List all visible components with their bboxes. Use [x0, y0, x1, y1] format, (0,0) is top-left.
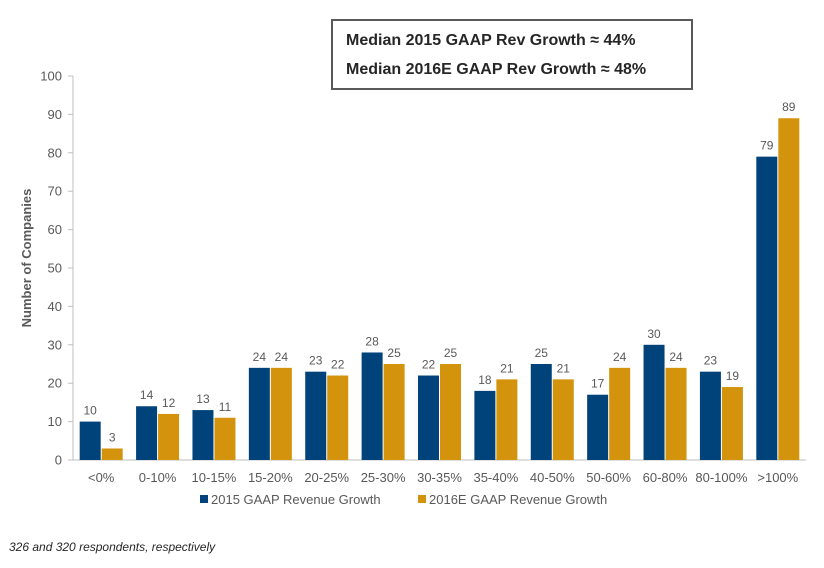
x-tick-label: 30-35%	[417, 470, 462, 485]
data-label: 79	[760, 139, 774, 153]
y-tick-label: 10	[48, 414, 62, 429]
y-tick-label: 60	[48, 222, 62, 237]
bar-2015	[361, 352, 383, 460]
bar-2016e	[270, 367, 292, 460]
footnote: 326 and 320 respondents, respectively	[9, 540, 216, 554]
bar-2015	[587, 394, 609, 460]
bar-2016e	[327, 375, 349, 460]
data-label: 30	[647, 327, 661, 341]
median-annotation-box: Median 2015 GAAP Rev Growth ≈ 44% Median…	[331, 19, 693, 90]
data-label: 24	[613, 350, 627, 364]
y-tick-label: 80	[48, 145, 62, 160]
data-label: 11	[219, 400, 232, 414]
data-label: 13	[196, 392, 210, 406]
y-tick-label: 100	[40, 69, 62, 84]
bar-2016e	[214, 417, 236, 460]
x-tick-label: 10-15%	[192, 470, 237, 485]
bar-2016e	[440, 364, 461, 460]
legend-swatch-2016e	[418, 495, 426, 503]
bar-2015	[79, 421, 101, 460]
bar-2015	[699, 371, 721, 460]
bar-2016e	[609, 367, 631, 460]
data-label: 25	[444, 346, 458, 360]
data-label: 3	[109, 430, 116, 444]
data-label: 24	[669, 350, 683, 364]
data-label: 23	[704, 354, 718, 368]
bar-2015	[756, 156, 778, 460]
bar-2015	[192, 410, 214, 460]
y-axis-title: Number of Companies	[19, 189, 34, 328]
data-label: 10	[84, 404, 98, 418]
bar-2016e	[101, 448, 123, 460]
data-label: 12	[162, 396, 176, 410]
median-2015-label: Median 2015 GAAP Rev Growth ≈ 44%	[346, 32, 636, 49]
data-label: 21	[557, 361, 571, 375]
data-label: 23	[309, 354, 323, 368]
y-tick-label: 50	[48, 261, 62, 276]
data-label: 22	[422, 358, 436, 372]
bar-2016e	[721, 387, 743, 460]
y-tick-label: 30	[48, 337, 62, 352]
bar-2015	[418, 375, 439, 460]
data-label: 28	[365, 334, 379, 348]
y-tick-label: 0	[55, 453, 62, 468]
bar-2016e	[158, 413, 180, 460]
bar-2016e	[665, 367, 687, 460]
data-label: 21	[500, 361, 514, 375]
data-label: 22	[331, 358, 345, 372]
bar-2016e	[383, 364, 405, 460]
x-tick-label: 60-80%	[643, 470, 688, 485]
bar-2015	[305, 371, 327, 460]
y-tick-label: 70	[48, 184, 62, 199]
x-tick-label: 20-25%	[304, 470, 349, 485]
x-tick-label: 80-100%	[695, 470, 747, 485]
median-2016-label: Median 2016E GAAP Rev Growth ≈ 48%	[346, 61, 647, 78]
bar-2016e	[552, 379, 574, 460]
x-tick-label: 25-30%	[361, 470, 406, 485]
data-label: 19	[726, 369, 740, 383]
bar-2015	[643, 344, 665, 460]
y-tick-label: 40	[48, 299, 62, 314]
data-label: 89	[782, 100, 796, 114]
data-label: 25	[387, 346, 401, 360]
data-label: 24	[275, 350, 289, 364]
legend-swatch-2015	[200, 495, 208, 503]
bar-2016e	[496, 379, 518, 460]
y-tick-label: 90	[48, 107, 62, 122]
y-tick-label: 20	[48, 376, 62, 391]
data-label: 14	[140, 388, 154, 402]
data-label: 24	[253, 350, 267, 364]
bar-2015	[136, 406, 158, 460]
data-label: 25	[535, 346, 549, 360]
bar-2015	[530, 364, 552, 460]
x-tick-label: 50-60%	[586, 470, 631, 485]
x-tick-label: 15-20%	[248, 470, 293, 485]
data-label: 18	[478, 373, 492, 387]
x-tick-label: 40-50%	[530, 470, 575, 485]
bar-2015	[474, 390, 496, 460]
data-label: 17	[591, 377, 605, 391]
x-tick-label: <0%	[88, 470, 115, 485]
legend-label-2016e: 2016E GAAP Revenue Growth	[429, 492, 607, 507]
bar-2016e	[778, 118, 800, 461]
legend-label-2015: 2015 GAAP Revenue Growth	[211, 492, 381, 507]
x-tick-label: 35-40%	[473, 470, 518, 485]
x-tick-label: 0-10%	[139, 470, 177, 485]
bar-2015	[248, 367, 270, 460]
x-tick-label: >100%	[757, 470, 798, 485]
